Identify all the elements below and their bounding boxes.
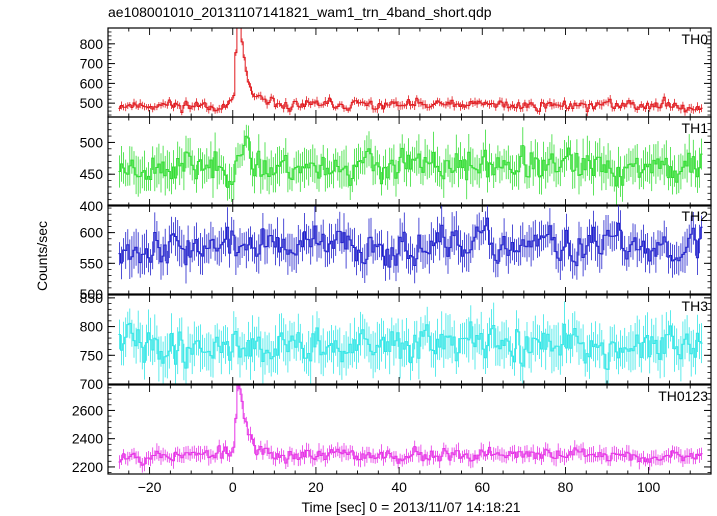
panel-th2-series (118, 205, 703, 284)
panel-label-th3: TH3 (682, 298, 709, 314)
panel-th1-line (118, 135, 703, 188)
x-tick-label: 20 (308, 479, 324, 495)
panel-th0123: 2200 2400 2600 TH0123 (72, 384, 712, 475)
panel-th2-line (118, 217, 703, 268)
panel-th0-series (118, 28, 703, 117)
y-tick-label: 500 (80, 286, 104, 302)
panel-th3-line (118, 321, 703, 370)
panel-th2: 500 550 600 TH2 (80, 204, 712, 302)
chart-title: ae108001010_20131107141821_wam1_trn_4ban… (108, 4, 492, 20)
panel-th3: 700 750 800 850 TH3 (80, 290, 712, 392)
y-tick-label: 500 (80, 134, 104, 150)
panel-th3-series (118, 301, 703, 384)
panel-label-th1: TH1 (682, 120, 709, 136)
panel-label-th0: TH0 (682, 31, 709, 47)
y-tick-label: 450 (80, 166, 104, 182)
y-tick-label: 850 (80, 290, 104, 306)
x-tick-label: 60 (474, 479, 490, 495)
y-tick-label: 800 (80, 319, 104, 335)
panel-frame (107, 204, 712, 295)
x-axis-title: Time [sec] 0 = 2013/11/07 14:18:21 (301, 499, 520, 515)
y-tick-label: 800 (80, 36, 104, 52)
panels-group: 500 600 700 800 TH0 400 450 500 TH1 500 550 600 TH2 7… (72, 27, 712, 475)
x-tick-label: 40 (391, 479, 407, 495)
y-tick-label: 750 (80, 347, 104, 363)
y-tick-label: 700 (80, 56, 104, 72)
panel-frame (107, 294, 712, 385)
x-tick-label: 0 (229, 479, 237, 495)
y-tick-label: 600 (80, 225, 104, 241)
panel-label-th0123: TH0123 (658, 388, 708, 404)
y-tick-label: 2200 (72, 459, 103, 475)
panel-frame (107, 384, 712, 475)
y-tick-label: 2400 (72, 431, 103, 447)
panel-th0: 500 600 700 800 TH0 (80, 27, 712, 118)
y-tick-label: 550 (80, 255, 104, 271)
panel-th0-line (118, 28, 703, 113)
y-tick-label: 400 (80, 198, 104, 214)
panel-th0123-line (118, 385, 703, 466)
x-tick-label: −20 (138, 479, 162, 495)
x-tick-labels: −20 0 20 40 60 80 100 (138, 479, 661, 495)
y-tick-label: 500 (80, 95, 104, 111)
y-tick-label: 700 (80, 376, 104, 392)
y-tick-label: 2600 (72, 402, 103, 418)
x-tick-label: 100 (637, 479, 661, 495)
panel-label-th2: TH2 (682, 208, 709, 224)
panel-th1-series (118, 124, 703, 205)
panel-th0123-series (118, 385, 703, 473)
y-tick-label: 600 (80, 75, 104, 91)
y-axis-title: Counts/sec (34, 221, 50, 291)
x-tick-label: 80 (558, 479, 574, 495)
panel-th1: 400 450 500 TH1 (80, 116, 712, 214)
